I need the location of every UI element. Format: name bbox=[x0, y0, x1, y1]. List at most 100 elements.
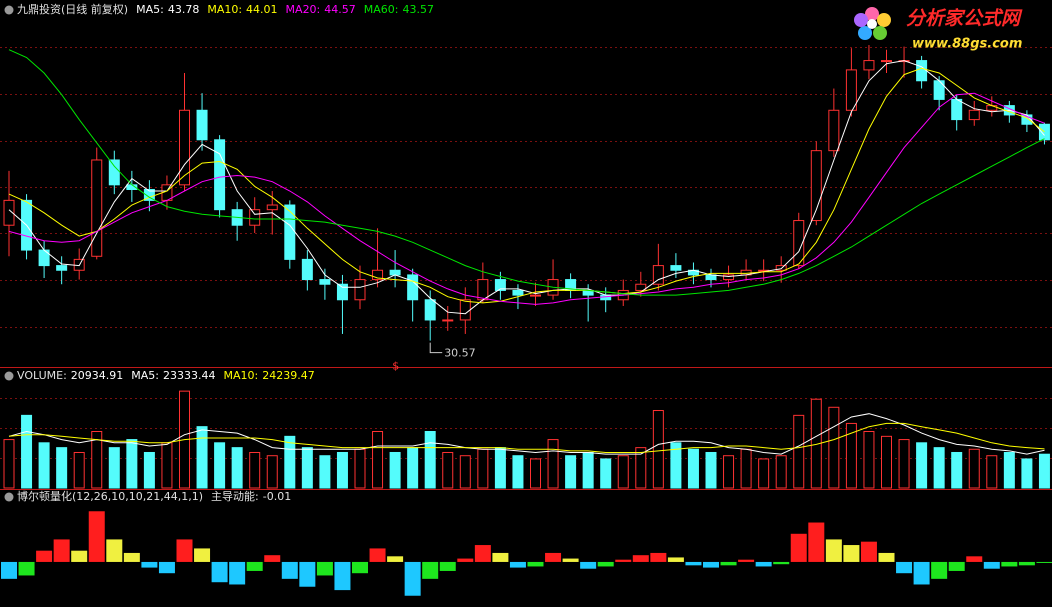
header-text: MA10: bbox=[207, 3, 242, 16]
volume-bar bbox=[898, 439, 910, 489]
logo-petal bbox=[865, 7, 879, 21]
header-text: 23333.44 bbox=[163, 369, 216, 382]
header-text: 44.57 bbox=[324, 3, 356, 16]
watermark-title: 分析家公式网 bbox=[906, 8, 1023, 30]
candle-body bbox=[143, 188, 155, 201]
momentum-bar bbox=[88, 511, 105, 562]
candle-body bbox=[442, 319, 454, 322]
volume-bar bbox=[143, 451, 155, 489]
volume-bar bbox=[459, 455, 471, 489]
momentum-bar bbox=[650, 552, 667, 562]
momentum-bar bbox=[264, 555, 281, 562]
momentum-bar bbox=[18, 561, 35, 576]
candle-body bbox=[319, 279, 331, 285]
candle-body bbox=[459, 299, 471, 321]
header-text: 主导动能: bbox=[211, 489, 259, 503]
volume-bar bbox=[828, 406, 840, 489]
candle-body bbox=[407, 274, 419, 301]
volume-bar bbox=[21, 414, 33, 489]
momentum-bar bbox=[71, 550, 88, 562]
header-icon bbox=[4, 492, 14, 502]
momentum-bar bbox=[896, 561, 913, 574]
volume-bar bbox=[600, 458, 612, 489]
momentum-bar bbox=[246, 561, 263, 571]
volume-bar bbox=[881, 435, 892, 489]
candle-body bbox=[284, 204, 296, 260]
plot-area: 30.57 $ 九鼎投资(日线 前复权) MA5: 43.78 MA10: 44.01 MA2… bbox=[0, 2, 1052, 596]
volume-bar bbox=[968, 448, 980, 489]
momentum-bar bbox=[913, 561, 930, 585]
header-text: 博尔顿量化(12,26,10,10,21,44,1,1) bbox=[17, 489, 203, 503]
momentum-bar bbox=[1001, 561, 1018, 567]
candle-body bbox=[530, 294, 541, 297]
volume-bar bbox=[56, 447, 68, 489]
volume-bar bbox=[73, 451, 85, 489]
header-text: VOLUME: bbox=[17, 369, 67, 382]
watermark-url: www.88gs.com bbox=[912, 37, 1022, 52]
volume-bar bbox=[863, 431, 875, 489]
candle-body bbox=[301, 258, 313, 281]
momentum-bar bbox=[597, 561, 614, 567]
volume-bar bbox=[512, 455, 524, 489]
volume-bar bbox=[301, 447, 313, 489]
ma-line bbox=[8, 60, 1045, 315]
volume-bar bbox=[635, 447, 647, 489]
volume-bar bbox=[442, 451, 454, 489]
low-pointer bbox=[429, 342, 443, 354]
volume-bar bbox=[793, 414, 805, 489]
candle-body bbox=[793, 220, 805, 267]
volume-bar bbox=[1021, 458, 1033, 489]
momentum-bar bbox=[211, 561, 228, 583]
header-text: 43.57 bbox=[402, 3, 434, 16]
candle-body bbox=[670, 265, 682, 271]
candle-body bbox=[249, 209, 261, 226]
momentum-bar bbox=[439, 561, 456, 571]
momentum-bar bbox=[404, 561, 421, 596]
candle-body bbox=[354, 279, 366, 301]
candle-body bbox=[881, 60, 892, 63]
candle-body bbox=[266, 204, 278, 211]
candle-body bbox=[477, 279, 489, 301]
volume-bar bbox=[91, 431, 103, 489]
volume-bar bbox=[705, 451, 717, 489]
momentum-bar bbox=[387, 556, 404, 562]
volume-bar bbox=[196, 426, 208, 489]
momentum-bar bbox=[492, 552, 509, 562]
momentum-bar bbox=[53, 539, 70, 562]
momentum-bar bbox=[106, 539, 123, 562]
momentum-bar bbox=[667, 557, 684, 562]
candle-body bbox=[1038, 123, 1050, 141]
volume-bar bbox=[407, 447, 419, 489]
header-text: -0.01 bbox=[263, 490, 291, 503]
candle-body bbox=[828, 109, 840, 152]
candle-body bbox=[775, 265, 787, 271]
volume-bar bbox=[740, 448, 752, 489]
ma-line bbox=[8, 49, 1045, 296]
marker-text: $ bbox=[392, 360, 399, 373]
momentum-bar bbox=[352, 561, 368, 574]
header-text: 24239.47 bbox=[262, 369, 315, 382]
candle-body bbox=[916, 60, 928, 82]
momentum-bar bbox=[966, 556, 983, 562]
logo-petal bbox=[877, 13, 891, 27]
candle-body bbox=[968, 109, 980, 121]
volume-bar bbox=[389, 451, 401, 489]
momentum-bar bbox=[194, 548, 211, 562]
candle-body bbox=[424, 299, 436, 321]
candle-body bbox=[863, 60, 875, 71]
candle-body bbox=[951, 98, 963, 121]
momentum-bar bbox=[860, 541, 877, 562]
candle-body bbox=[3, 199, 15, 226]
momentum-bar bbox=[685, 561, 702, 566]
momentum-bar bbox=[720, 561, 737, 566]
volume-bar bbox=[775, 455, 787, 489]
volume-bar bbox=[810, 398, 822, 489]
logo-petal bbox=[854, 13, 868, 27]
volume-bar bbox=[565, 455, 577, 489]
volume-bar bbox=[758, 458, 770, 489]
momentum-bar bbox=[527, 561, 544, 567]
momentum-bar bbox=[773, 561, 790, 565]
volume-bar bbox=[354, 448, 366, 489]
candle-body bbox=[512, 289, 524, 296]
